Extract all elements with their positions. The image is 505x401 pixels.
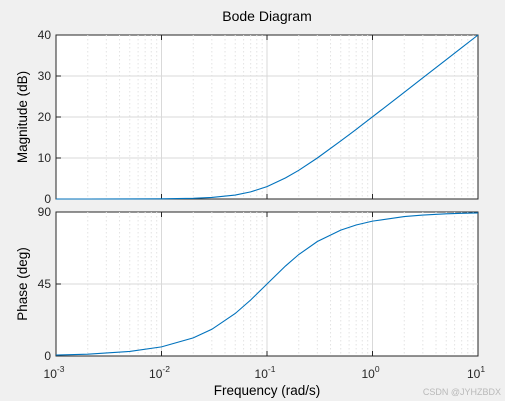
x-tick-label: 10-1 <box>255 364 276 381</box>
phase-ticks: 0 45 90 <box>38 205 479 363</box>
x-tick-labels: 10-3 10-2 10-1 100 101 <box>44 364 486 381</box>
magnitude-ylabel: Magnitude (dB) <box>15 71 30 163</box>
phase-ylabel: Phase (deg) <box>15 247 30 321</box>
phase-axes: 0 45 90 <box>38 205 479 363</box>
phase-ytick-label: 45 <box>38 277 52 291</box>
magnitude-ticks: 0 10 20 30 40 <box>38 28 479 206</box>
x-tick-label: 101 <box>467 364 485 381</box>
x-tick-label: 100 <box>361 364 379 381</box>
magnitude-axes: 0 10 20 30 40 <box>38 28 479 206</box>
x-tick-label: 10-3 <box>44 364 65 381</box>
x-axis-label: Frequency (rad/s) <box>214 383 321 398</box>
magnitude-ytick-label: 40 <box>38 28 52 42</box>
magnitude-ytick-label: 30 <box>38 69 52 83</box>
magnitude-curve <box>56 34 479 200</box>
phase-ytick-label: 0 <box>44 349 51 363</box>
phase-curve <box>55 212 479 356</box>
plot-title: Bode Diagram <box>222 8 312 24</box>
watermark: CSDN @JYHZBDX <box>423 387 501 397</box>
magnitude-ytick-label: 10 <box>38 151 52 165</box>
phase-ytick-label: 90 <box>38 205 52 219</box>
magnitude-ytick-label: 0 <box>44 192 51 206</box>
magnitude-ytick-label: 20 <box>38 110 52 124</box>
x-tick-label: 10-2 <box>149 364 170 381</box>
